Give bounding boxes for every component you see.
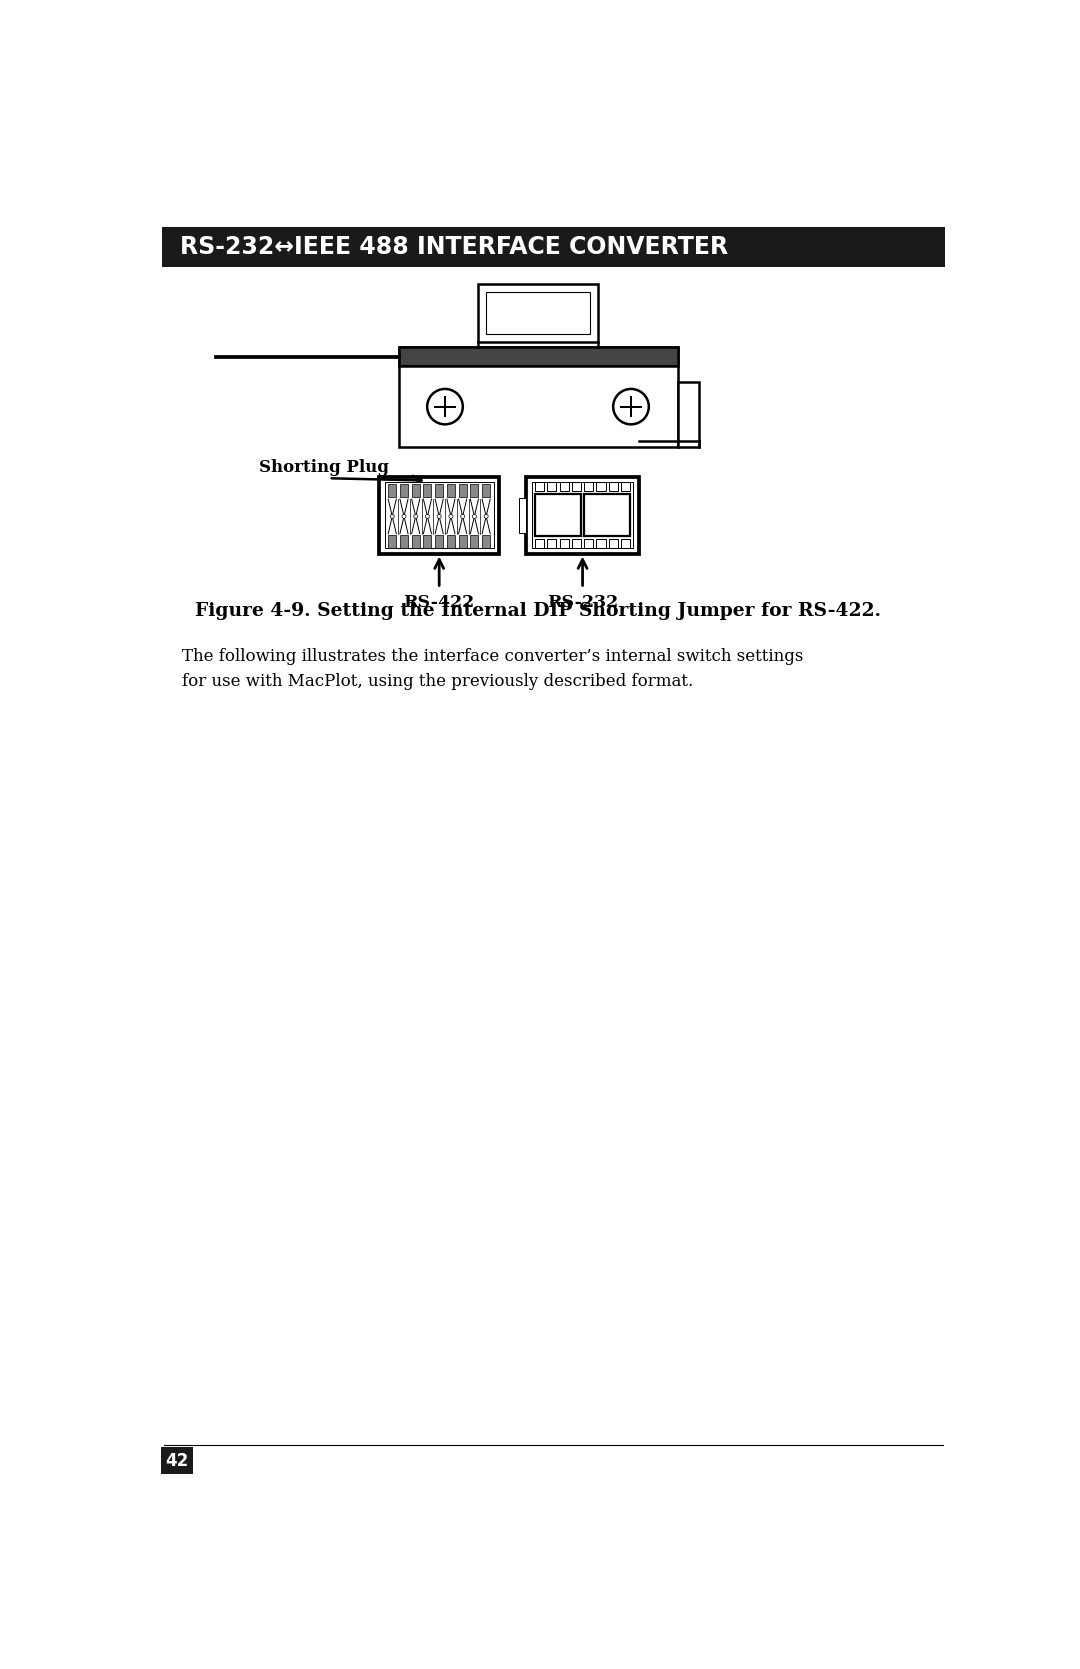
Bar [486, 292, 591, 334]
Bar [518, 497, 526, 532]
Bar [435, 536, 443, 549]
Bar [531, 482, 633, 549]
Circle shape [449, 514, 453, 519]
Bar [459, 536, 467, 549]
Bar [535, 482, 544, 491]
Bar [572, 539, 581, 549]
Bar [609, 539, 618, 549]
Bar [423, 536, 432, 549]
Bar [447, 536, 455, 549]
Bar [621, 482, 630, 491]
Text: Shorting Plug: Shorting Plug [259, 459, 389, 476]
Text: RS-232↔IEEE 488 INTERFACE CONVERTER: RS-232↔IEEE 488 INTERFACE CONVERTER [180, 235, 728, 259]
Bar [677, 382, 699, 447]
Bar [400, 536, 408, 549]
Bar [400, 484, 408, 497]
Text: 42: 42 [165, 1452, 189, 1470]
Bar [535, 494, 581, 536]
Bar [559, 539, 569, 549]
Bar [559, 482, 569, 491]
Bar [162, 227, 945, 267]
Circle shape [426, 514, 430, 519]
Circle shape [484, 514, 488, 519]
Text: The following illustrates the interface converter’s internal switch settings
for: The following illustrates the interface … [181, 648, 802, 689]
Bar [388, 536, 396, 549]
Text: Figure 4-9. Setting the Internal DIP Shorting Jumper for RS-422.: Figure 4-9. Setting the Internal DIP Sho… [195, 603, 881, 621]
Bar [435, 484, 443, 497]
Bar [609, 482, 618, 491]
Bar [411, 536, 420, 549]
Circle shape [472, 514, 476, 519]
Bar [447, 484, 455, 497]
Bar [535, 539, 544, 549]
Bar [482, 536, 490, 549]
Circle shape [613, 389, 649, 424]
Bar [411, 484, 420, 497]
Bar [471, 536, 478, 549]
Circle shape [402, 514, 406, 519]
Circle shape [461, 514, 464, 519]
Bar [596, 539, 606, 549]
Text: RS-232: RS-232 [546, 594, 618, 611]
Bar [459, 484, 467, 497]
Bar [384, 482, 494, 549]
Bar [572, 482, 581, 491]
Bar [399, 347, 677, 447]
Bar [526, 477, 638, 554]
Circle shape [414, 514, 418, 519]
Circle shape [437, 514, 442, 519]
Bar [584, 494, 630, 536]
Bar [621, 539, 630, 549]
Bar [399, 347, 677, 366]
Bar [596, 482, 606, 491]
Bar [584, 539, 593, 549]
Bar [423, 484, 432, 497]
Text: RS-422: RS-422 [404, 594, 475, 611]
Circle shape [390, 514, 394, 519]
Bar [471, 484, 478, 497]
Bar [388, 484, 396, 497]
Bar [584, 482, 593, 491]
Bar [478, 284, 598, 342]
Circle shape [428, 389, 463, 424]
Bar [548, 539, 556, 549]
Bar [548, 482, 556, 491]
Bar [379, 477, 499, 554]
Bar [482, 484, 490, 497]
